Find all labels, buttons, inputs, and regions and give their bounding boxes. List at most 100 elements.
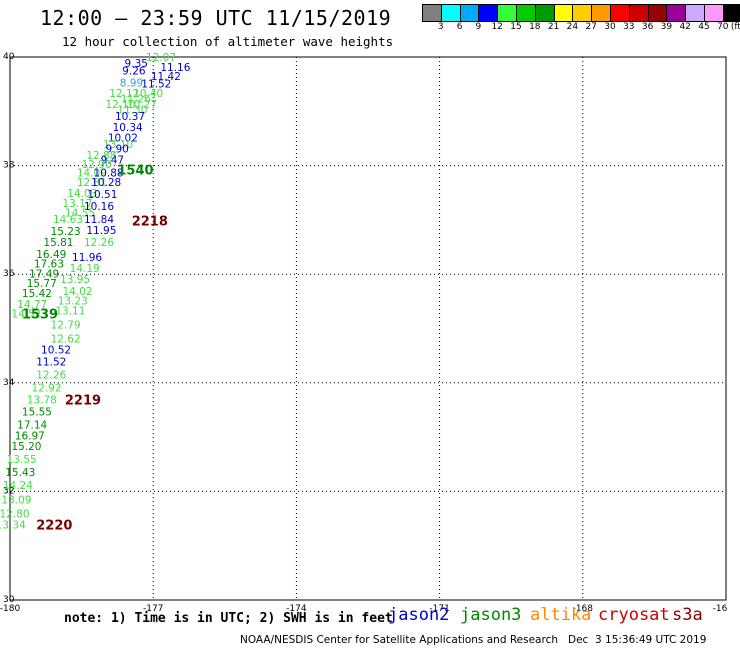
- wave-height-label: 17.14: [17, 419, 47, 431]
- color-scale-label: 24: [566, 22, 579, 32]
- color-swatch: [423, 5, 442, 21]
- time-label: 2220: [36, 518, 72, 533]
- wave-height-label: 12.26: [84, 237, 114, 249]
- wave-height-label: 13.10: [103, 139, 133, 151]
- x-tick-label: -16: [713, 604, 728, 614]
- color-scale-label: 45: [698, 22, 710, 32]
- wave-height-label: 10.40: [133, 88, 163, 100]
- wave-height-label: 11.30: [117, 104, 147, 116]
- wave-height-label: 9.90: [105, 144, 128, 156]
- wave-height-label: 17.63: [34, 259, 64, 271]
- wave-height-label: 12.26: [36, 369, 66, 381]
- time-label: 2218: [132, 214, 168, 229]
- wave-height-label: 10.28: [91, 177, 121, 189]
- color-swatch: [704, 5, 724, 21]
- color-swatch: [667, 5, 687, 21]
- wave-height-label: 12.12: [109, 88, 139, 100]
- wave-height-label: 10.37: [115, 111, 145, 123]
- wave-height-label: 14.52: [11, 309, 41, 321]
- time-label: 1540: [117, 163, 153, 178]
- color-scale-label: 42: [679, 22, 691, 32]
- wave-height-label: 13.17: [63, 198, 93, 210]
- color-swatch: [535, 5, 555, 21]
- y-tick-label: 32: [3, 486, 14, 496]
- wave-height-label: 11.52: [36, 356, 66, 368]
- color-scale-label: 12: [491, 22, 503, 32]
- wave-height-label: 14.19: [70, 263, 100, 275]
- color-swatch: [723, 5, 740, 21]
- x-tick-label: -171: [429, 604, 449, 614]
- color-swatch: [686, 5, 705, 21]
- wave-height-label: 12.80: [0, 508, 30, 520]
- y-tick-label: 34: [3, 378, 15, 388]
- map-frame: [9, 56, 727, 601]
- wave-height-label: 10.02: [108, 133, 138, 145]
- wave-height-label: 12.79: [51, 320, 81, 332]
- page-subtitle: 12 hour collection of altimeter wave hei…: [62, 34, 394, 49]
- wave-height-label: 13.11: [55, 305, 85, 317]
- wave-height-label: 10.34: [113, 122, 143, 134]
- color-scale-label: 70: [717, 22, 729, 32]
- wave-height-label: 15.23: [51, 226, 81, 238]
- wave-height-label: 10.27: [127, 99, 157, 111]
- wave-height-label: 8.99: [120, 77, 143, 89]
- time-label: 2219: [65, 394, 101, 409]
- wave-height-label: 11.96: [72, 252, 102, 264]
- wave-height-label: 15.77: [27, 278, 57, 290]
- wave-height-label: 12.81: [77, 177, 107, 189]
- wave-height-label: 15.55: [22, 406, 52, 418]
- wave-height-label: 11.95: [86, 225, 116, 237]
- wave-height-label: 14.77: [17, 299, 47, 311]
- y-tick-label: 38: [3, 161, 15, 171]
- color-scale-label: 15: [510, 22, 522, 32]
- wave-height-label: 14.63: [53, 214, 83, 226]
- x-tick-label: -174: [286, 604, 307, 614]
- color-scale-bar: [422, 4, 740, 22]
- wave-height-label: 13.78: [27, 394, 57, 406]
- page-title: 12:00 — 23:59 UTC 11/15/2019: [40, 6, 392, 30]
- wave-height-label: 13.95: [60, 274, 90, 286]
- wave-height-label: 9.47: [101, 154, 124, 166]
- wave-height-label: 12.62: [51, 334, 81, 346]
- color-scale-label: 27: [585, 22, 597, 32]
- wave-height-label: 10.51: [87, 189, 117, 201]
- y-tick-label: 40: [3, 52, 15, 62]
- x-tick-label: -177: [143, 604, 163, 614]
- wave-height-label: 12.10: [105, 99, 135, 111]
- wave-height-label: 15.43: [5, 467, 35, 479]
- color-swatch: [460, 5, 480, 21]
- wave-height-label: 13.55: [7, 454, 37, 466]
- wave-height-label: 10.52: [41, 344, 71, 356]
- wave-height-label: 11.16: [160, 62, 190, 74]
- wave-height-label: 13.23: [58, 296, 88, 308]
- wave-height-label: 16.49: [36, 249, 66, 261]
- wave-height-label: 12.07: [146, 52, 176, 64]
- color-scale-label: 6: [456, 22, 463, 32]
- x-tick-label: -168: [573, 604, 594, 614]
- y-tick-label: 36: [3, 269, 15, 279]
- color-swatch: [554, 5, 574, 21]
- color-scale-label: 18: [529, 22, 541, 32]
- satellite-legend-item: jason3: [460, 605, 522, 625]
- wave-height-label: 12.88: [86, 150, 116, 162]
- satellite-legend-item: s3a: [672, 605, 703, 625]
- wave-height-label: 11.42: [151, 71, 181, 83]
- wave-height-label: 10.16: [84, 201, 114, 213]
- satellite-legend-item: jason2: [388, 605, 450, 625]
- wave-height-label: 12.92: [31, 382, 61, 394]
- footer-note: note: 1) Time is in UTC; 2) SWH is in fe…: [64, 611, 393, 626]
- satellite-legend-item: cryosat: [598, 605, 670, 625]
- wave-height-label: 15.42: [22, 288, 52, 300]
- x-tick-label: -180: [0, 604, 20, 614]
- wave-height-label: 14.09: [77, 167, 107, 179]
- wave-height-label: 17.49: [29, 268, 59, 280]
- color-swatch: [441, 5, 461, 21]
- wave-height-label: 9.35: [125, 58, 148, 70]
- wave-height-label: 11.84: [84, 214, 114, 226]
- wave-height-label: 15.20: [11, 441, 41, 453]
- wave-height-label: 15.81: [43, 237, 73, 249]
- color-scale-label: 36: [641, 22, 654, 32]
- color-swatch: [573, 5, 593, 21]
- color-swatch: [648, 5, 668, 21]
